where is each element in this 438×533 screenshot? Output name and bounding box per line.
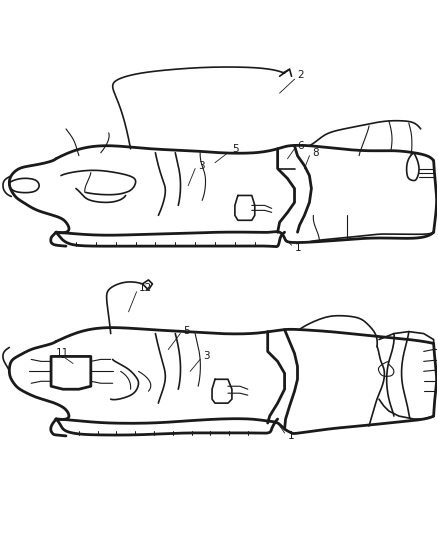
Text: 12: 12 <box>138 283 152 293</box>
Text: 3: 3 <box>198 160 205 171</box>
Text: 1: 1 <box>288 431 294 441</box>
Text: 3: 3 <box>203 351 210 361</box>
Text: 6: 6 <box>297 141 304 151</box>
Text: 8: 8 <box>312 148 319 158</box>
Text: 11: 11 <box>56 349 69 359</box>
Text: 1: 1 <box>294 243 301 253</box>
Text: 5: 5 <box>232 144 239 154</box>
Text: 2: 2 <box>297 70 304 80</box>
Text: 5: 5 <box>183 326 190 336</box>
